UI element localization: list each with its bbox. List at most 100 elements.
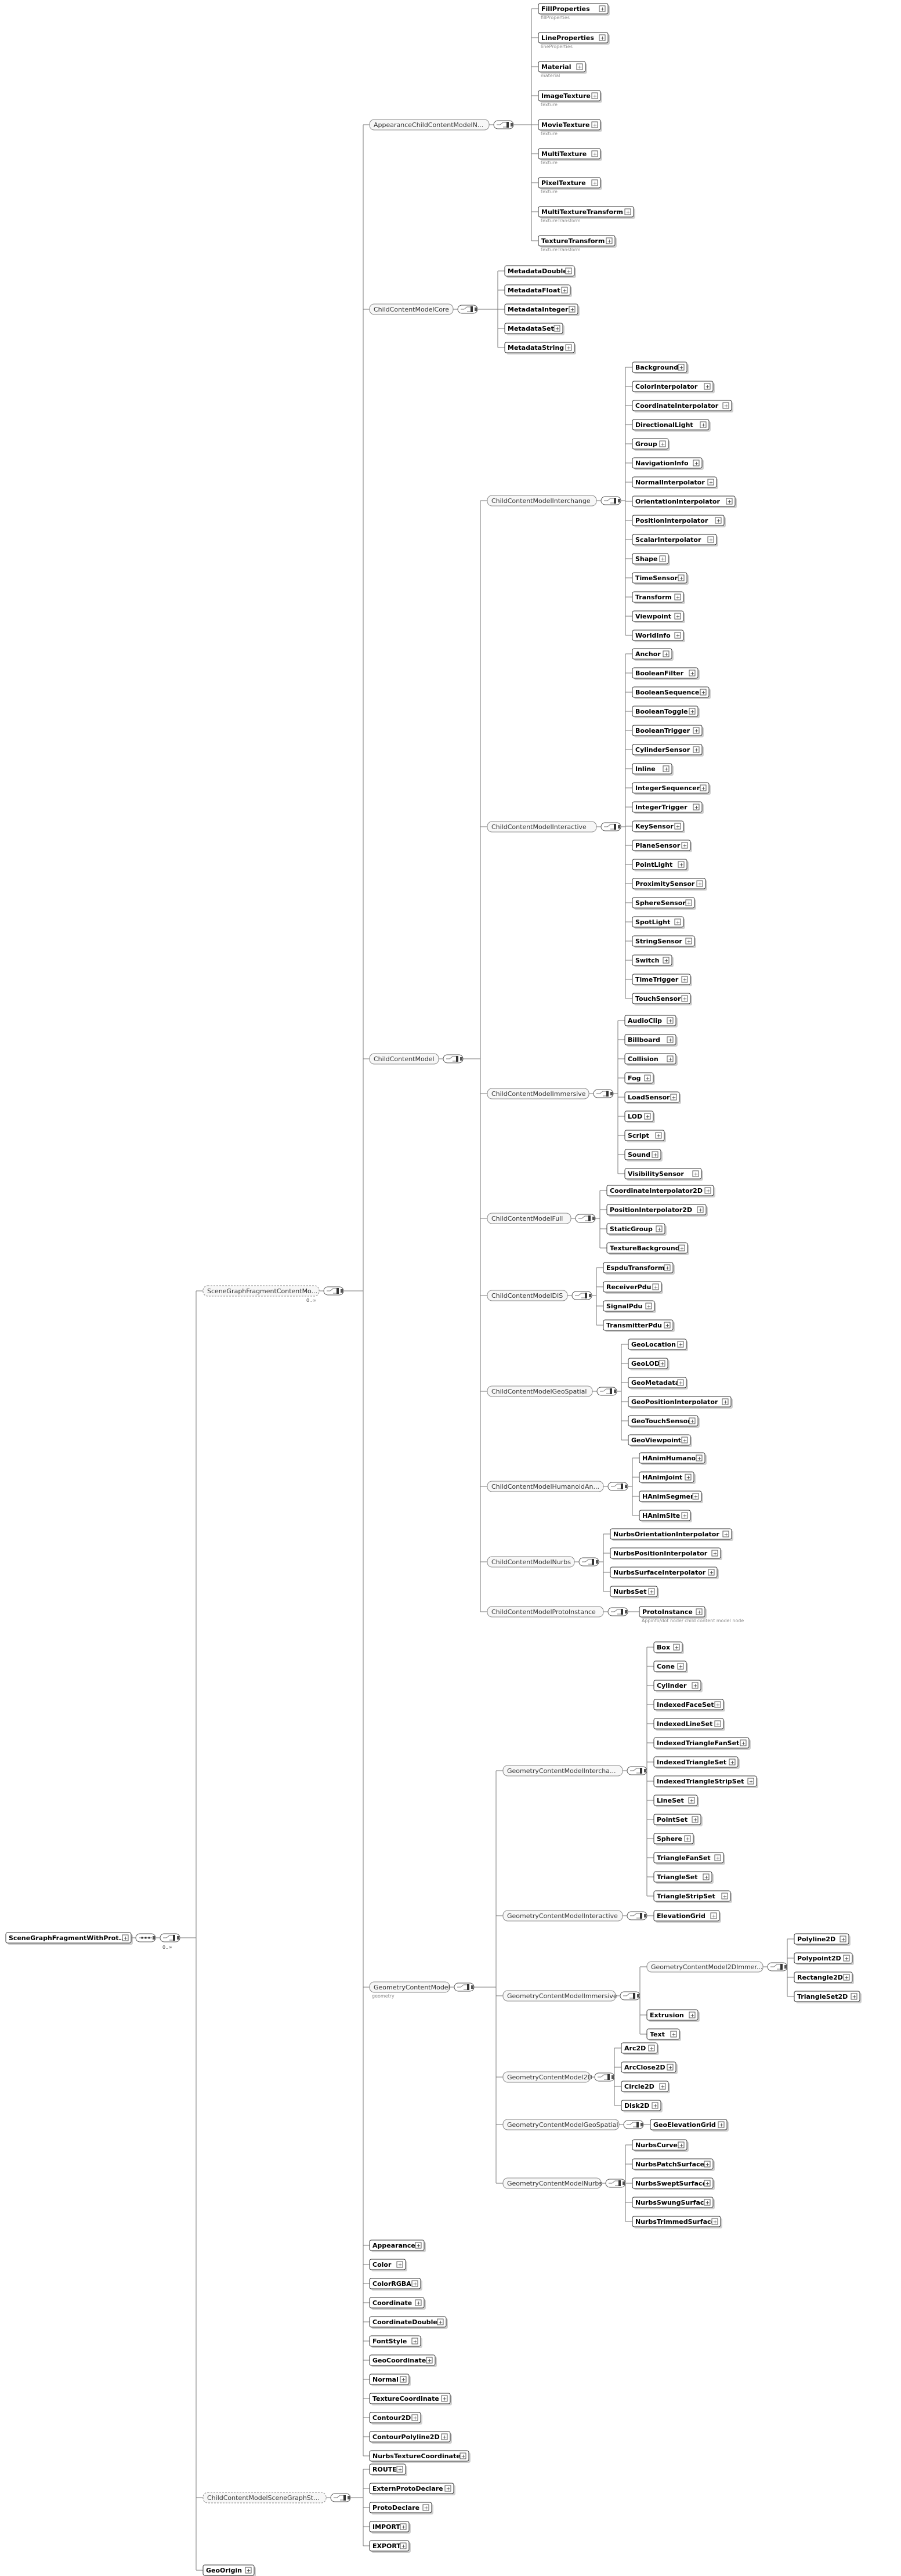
expand-icon[interactable] (689, 2011, 696, 2018)
choice-compositor-icon[interactable] (160, 1933, 180, 1942)
expand-icon[interactable] (692, 1816, 699, 1823)
expand-icon[interactable] (693, 804, 700, 811)
element-positioninterpolator[interactable]: PositionInterpolator + (632, 515, 726, 527)
group-geometrycontentmodel2d[interactable]: GeometryContentModel2D (502, 2071, 592, 2083)
expand-icon[interactable] (561, 287, 568, 294)
expand-icon[interactable] (681, 976, 688, 983)
expand-icon[interactable] (659, 440, 666, 447)
group-childcontentmodelprotoinstance[interactable]: ChildContentModelProtoInstance (487, 1606, 604, 1618)
element-anchor[interactable]: Anchor + (632, 648, 674, 661)
element-multitexturetransform[interactable]: MultiTextureTransform + textureTransform (538, 206, 635, 223)
expand-icon[interactable] (415, 2242, 422, 2249)
element-booleansequencer[interactable]: BooleanSequencer+ (632, 686, 711, 699)
choice-compositor-icon[interactable] (575, 1214, 596, 1223)
expand-icon[interactable] (664, 1264, 671, 1271)
element-geocoordinate[interactable]: GeoCoordinate + (369, 2354, 437, 2367)
element-texturebackground[interactable]: TextureBackground + (606, 1242, 689, 1255)
element-metadataset[interactable]: MetadataSet + (504, 323, 565, 335)
expand-icon[interactable] (681, 1512, 688, 1519)
expand-icon[interactable] (659, 2083, 666, 2090)
element-lod[interactable]: LOD + (624, 1110, 655, 1123)
expand-icon[interactable] (652, 1283, 659, 1290)
element-polypoint2d[interactable]: Polypoint2D + (794, 1952, 854, 1965)
expand-icon[interactable] (658, 1360, 665, 1367)
element-fontstyle[interactable]: FontStyle + (369, 2335, 422, 2348)
element-extrusion[interactable]: Extrusion + (646, 2009, 700, 2022)
element-triangleset[interactable]: TriangleSet + (653, 1871, 714, 1884)
element-spheresensor[interactable]: SphereSensor + (632, 897, 696, 910)
group-childcontentmodelnurbs[interactable]: ChildContentModelNurbs (487, 1556, 575, 1568)
element-multitexture[interactable]: MultiTexture + texture (538, 148, 602, 165)
expand-icon[interactable] (700, 421, 707, 428)
expand-icon[interactable] (459, 2452, 466, 2459)
expand-icon[interactable] (656, 1225, 663, 1232)
expand-icon[interactable] (663, 765, 670, 772)
element-timesensor[interactable]: TimeSensor + (632, 572, 689, 585)
expand-icon[interactable] (710, 1912, 717, 1919)
expand-icon[interactable] (591, 121, 598, 128)
element-collision[interactable]: Collision + (624, 1053, 678, 1066)
expand-icon[interactable] (624, 208, 631, 215)
expand-icon[interactable] (714, 1854, 721, 1861)
sequence-compositor-icon[interactable] (135, 1933, 156, 1942)
expand-icon[interactable] (245, 2567, 252, 2574)
element-viewpoint[interactable]: Viewpoint + (632, 610, 685, 623)
group-childcontentmodelscenegraphst[interactable]: ChildContentModelSceneGraphSt... (202, 2492, 327, 2503)
expand-icon[interactable] (692, 1493, 699, 1500)
element-timetrigger[interactable]: TimeTrigger + (632, 974, 692, 986)
expand-icon[interactable] (693, 746, 700, 753)
expand-icon[interactable] (711, 1550, 718, 1557)
expand-icon[interactable] (444, 2485, 451, 2492)
choice-compositor-icon[interactable] (627, 1766, 647, 1775)
element-metadatastring[interactable]: MetadataString + (504, 342, 576, 354)
choice-compositor-icon[interactable] (454, 1982, 475, 1992)
element-texturetransform[interactable]: TextureTransform + textureTransform (538, 235, 617, 252)
element-worldinfo[interactable]: WorldInfo + (632, 629, 685, 642)
expand-icon[interactable] (704, 383, 711, 390)
choice-compositor-icon[interactable] (323, 1286, 344, 1296)
group-geometrycontentmodelgeospatial[interactable]: GeometryContentModelGeoSpatial (502, 2119, 620, 2130)
element-imagetexture[interactable]: ImageTexture + texture (538, 90, 602, 107)
expand-icon[interactable] (840, 1935, 846, 1942)
expand-icon[interactable] (565, 267, 572, 274)
expand-icon[interactable] (670, 1094, 677, 1101)
element-loadsensor[interactable]: LoadSensor + (624, 1091, 681, 1104)
element-circle2d[interactable]: Circle2D + (621, 2081, 670, 2093)
element-inline[interactable]: Inline + (632, 763, 674, 776)
group-childcontentmodelinteractive[interactable]: ChildContentModelInteractive (487, 821, 597, 833)
expand-icon[interactable] (843, 1974, 850, 1981)
expand-icon[interactable] (711, 2218, 718, 2225)
element-pointlight[interactable]: PointLight + (632, 859, 689, 871)
element-indexedtrianglefanset[interactable]: IndexedTriangleFanSet + (653, 1737, 751, 1750)
element-spotlight[interactable]: SpotLight + (632, 916, 685, 929)
expand-icon[interactable] (667, 1055, 674, 1062)
element-protodeclare[interactable]: ProtoDeclare + (369, 2502, 433, 2515)
element-geopositioninterpolator[interactable]: GeoPositionInterpolator + (628, 1396, 733, 1409)
element-coordinateinterpolator2d[interactable]: CoordinateInterpolator2D + (606, 1185, 715, 1197)
expand-icon[interactable] (422, 2504, 429, 2511)
expand-icon[interactable] (396, 2261, 403, 2268)
expand-icon[interactable] (707, 479, 714, 486)
expand-icon[interactable] (689, 1417, 696, 1424)
expand-icon[interactable] (599, 5, 606, 12)
expand-icon[interactable] (696, 1608, 703, 1615)
expand-icon[interactable] (718, 2121, 725, 2128)
element-nurbspatchsurface[interactable]: NurbsPatchSurface + (632, 2158, 715, 2171)
expand-icon[interactable] (722, 402, 729, 409)
choice-compositor-icon[interactable] (627, 1911, 647, 1920)
element-booleanfilter[interactable]: BooleanFilter + (632, 667, 700, 680)
choice-compositor-icon[interactable] (493, 120, 514, 129)
element-protoinstance[interactable]: ProtoInstance + Appinfo/dot node/ child co… (639, 1606, 744, 1623)
group-geometrycontentmodel2dimmer[interactable]: GeometryContentModel2DImmer... (646, 1961, 764, 1973)
expand-icon[interactable] (703, 1873, 710, 1880)
choice-compositor-icon[interactable] (767, 1962, 788, 1971)
element-geoorigin[interactable]: GeoOrigin + (202, 2564, 256, 2576)
expand-icon[interactable] (674, 632, 681, 639)
element-espdutransform[interactable]: EspduTransform + (603, 1262, 675, 1275)
element-signalpdu[interactable]: SignalPdu + (603, 1300, 656, 1313)
choice-compositor-icon[interactable] (623, 2120, 644, 2129)
expand-icon[interactable] (722, 1531, 729, 1537)
expand-icon[interactable] (677, 1341, 684, 1348)
element-planesensor[interactable]: PlaneSensor + (632, 840, 692, 852)
expand-icon[interactable] (685, 899, 692, 906)
